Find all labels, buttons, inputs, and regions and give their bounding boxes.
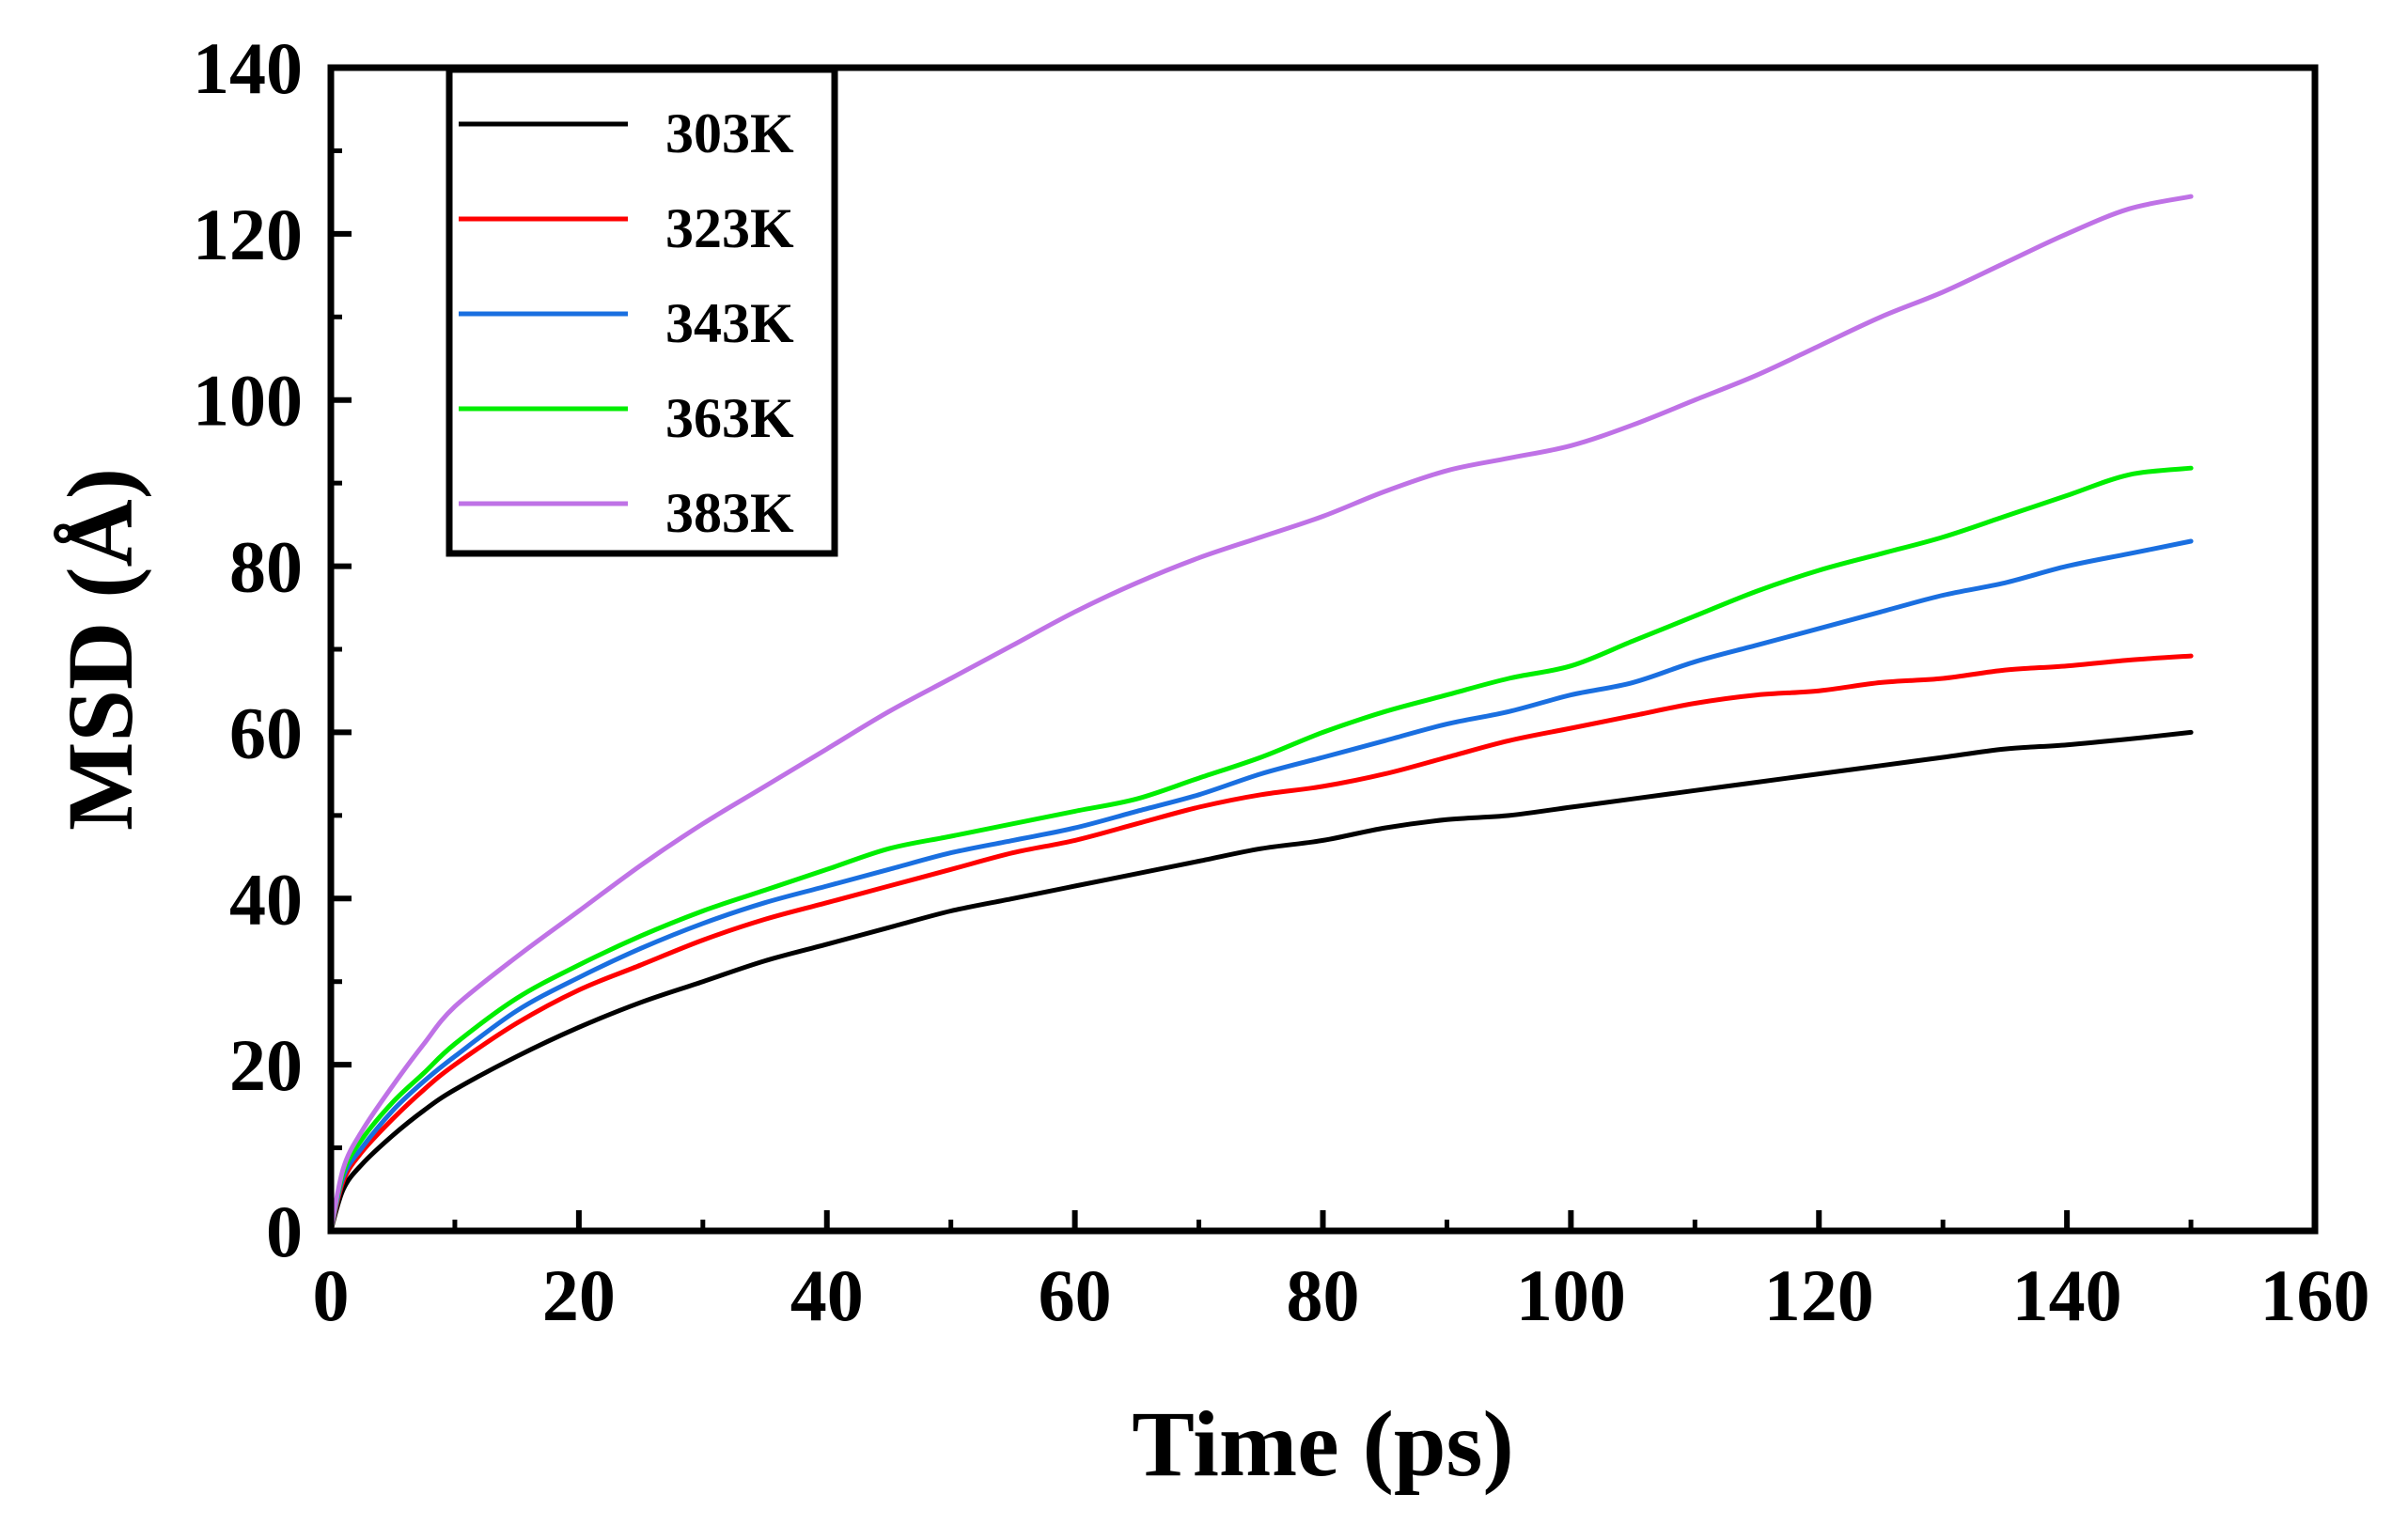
- legend-label-323K: 323K: [665, 197, 794, 259]
- x-tick-label: 80: [1287, 1254, 1360, 1336]
- tick-labels: 0 20 40 60 80 100 120 140 160 0 20 40 60 80 100 120 140: [193, 27, 2370, 1336]
- y-tick-label: 100: [193, 360, 303, 442]
- plot-frame: [327, 64, 2319, 1235]
- legend-label-383K: 383K: [665, 482, 794, 544]
- series-line-383K: [328, 194, 2194, 1234]
- x-tick-label: 40: [790, 1254, 864, 1336]
- x-axis-title: Time (ps): [1132, 1392, 1514, 1496]
- y-tick-label: 140: [193, 27, 303, 109]
- series-line-303K: [328, 729, 2194, 1234]
- x-tick-label: 140: [2012, 1254, 2122, 1336]
- y-axis-title: MSD (Å): [48, 468, 152, 831]
- y-tick-label: 120: [193, 194, 303, 275]
- series-line-363K: [328, 465, 2194, 1234]
- legend: 303K 323K 343K 363K 383K: [446, 66, 838, 557]
- y-tick-label: 60: [229, 692, 303, 773]
- x-tick-label: 120: [1764, 1254, 1874, 1336]
- x-tick-label: 20: [542, 1254, 616, 1336]
- series-line-343K: [328, 538, 2194, 1234]
- x-tick-label: 60: [1039, 1254, 1112, 1336]
- y-tick-label: 80: [229, 526, 303, 608]
- x-tick-label: 0: [313, 1254, 350, 1336]
- x-tick-label: 160: [2260, 1254, 2370, 1336]
- legend-label-363K: 363K: [665, 387, 794, 449]
- y-tick-label: 20: [229, 1024, 303, 1106]
- series-line-323K: [328, 653, 2194, 1234]
- legend-label-303K: 303K: [665, 102, 794, 164]
- y-tick-label: 0: [266, 1190, 303, 1272]
- legend-label-343K: 343K: [665, 292, 794, 354]
- series-layer: [328, 194, 2194, 1234]
- y-tick-label: 40: [229, 858, 303, 940]
- x-tick-label: 100: [1516, 1254, 1626, 1336]
